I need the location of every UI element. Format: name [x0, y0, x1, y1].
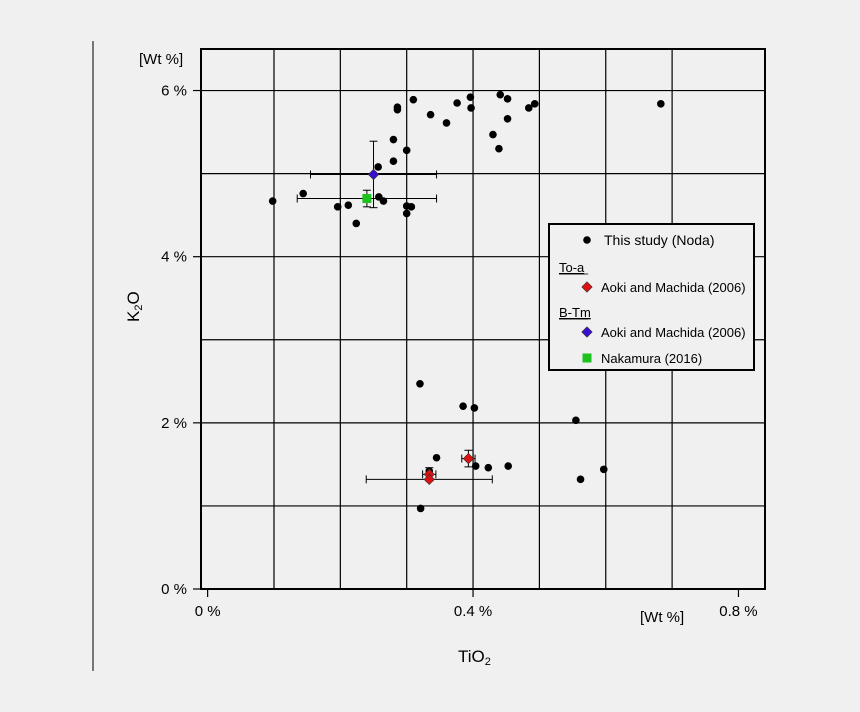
data-point — [344, 201, 353, 209]
y-tick-label: 6 % — [161, 83, 187, 100]
data-point — [470, 404, 479, 412]
data-point — [467, 104, 475, 112]
legend-marker-diamond — [581, 326, 593, 338]
data-point-diamond — [462, 452, 475, 465]
data-point — [402, 209, 411, 218]
data-point — [389, 135, 398, 144]
legend-label: This study (Noda) — [604, 232, 714, 248]
x-tick-label: 0.4 % — [454, 603, 492, 620]
y-axis-title: K2O — [124, 291, 145, 322]
x-unit-label: [Wt %] — [640, 609, 684, 626]
data-point — [599, 465, 608, 474]
y-axis-title-main: K — [124, 310, 143, 322]
data-point-square — [362, 194, 372, 204]
x-tick-label: 0 % — [195, 603, 221, 620]
data-point — [268, 197, 277, 205]
data-point — [416, 380, 424, 388]
data-point — [442, 119, 451, 127]
data-point — [466, 93, 475, 101]
plot-frame — [200, 48, 766, 590]
data-point — [352, 219, 361, 228]
data-point — [489, 130, 497, 139]
legend-group-header: B-Tm — [559, 305, 591, 320]
data-point — [374, 163, 382, 171]
x-axis-title-subscript: 2 — [485, 656, 491, 668]
data-point — [453, 99, 461, 107]
data-point — [389, 157, 398, 165]
data-point — [409, 95, 418, 104]
data-point — [504, 462, 513, 470]
data-point — [572, 416, 580, 425]
y-axis-title-tail: O — [124, 291, 143, 304]
data-point — [503, 114, 512, 123]
legend-marker-diamond — [581, 281, 593, 293]
y-tick-label: 0 % — [161, 581, 187, 598]
data-point — [402, 146, 411, 155]
data-point — [471, 462, 480, 470]
data-point — [416, 504, 425, 513]
y-tick-label: 4 % — [161, 249, 187, 266]
legend-marker-square — [582, 353, 592, 363]
y-axis-title-subscript: 2 — [133, 305, 145, 311]
data-point — [426, 110, 435, 119]
y-unit-label: [Wt %] — [139, 51, 183, 68]
data-point — [459, 402, 467, 411]
data-point — [432, 453, 441, 462]
data-point — [576, 475, 585, 484]
legend: This study (Noda) To-a Aoki and Machida (2… — [548, 223, 755, 371]
legend-label: Nakamura (2016) — [601, 351, 702, 366]
data-point — [379, 197, 388, 205]
x-tick-label: 0.8 % — [719, 603, 757, 620]
axis-ticks: 0 % 2 % 4 % 6 % 0 % 0.4 % 0.8 % — [161, 83, 757, 620]
data-point — [495, 144, 503, 153]
data-point — [657, 100, 665, 108]
y-tick-label: 2 % — [161, 415, 187, 432]
data-point — [299, 189, 307, 198]
data-point — [407, 203, 416, 211]
legend-box — [548, 223, 755, 371]
x-axis-title: TiO2 — [458, 647, 491, 668]
x-axis-title-main: TiO — [458, 647, 485, 666]
data-point — [484, 463, 493, 472]
legend-marker-circle — [583, 236, 591, 244]
data-point — [333, 203, 342, 211]
data-point — [530, 100, 539, 108]
legend-group-header: To-a — [559, 260, 585, 275]
legend-label: Aoki and Machida (2006) — [601, 280, 746, 295]
data-point — [496, 90, 505, 99]
legend-entries: This study (Noda) To-a Aoki and Machida (2… — [559, 232, 746, 366]
data-point-diamond — [367, 168, 380, 181]
data-point — [524, 104, 533, 112]
data-point — [393, 105, 402, 114]
data-points — [268, 90, 665, 513]
data-point-diamond — [423, 473, 435, 485]
data-point — [503, 95, 512, 103]
legend-label: Aoki and Machida (2006) — [601, 325, 746, 340]
